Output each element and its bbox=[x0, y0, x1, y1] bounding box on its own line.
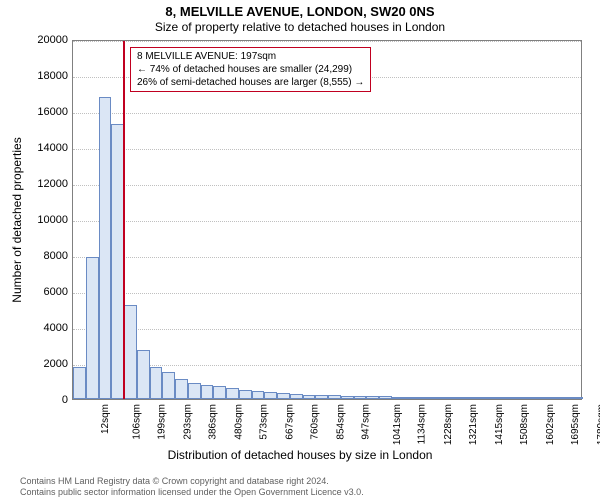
histogram-bar bbox=[366, 396, 379, 399]
histogram-bar bbox=[456, 397, 469, 399]
gridline bbox=[73, 221, 581, 222]
x-tick-label: 1789sqm bbox=[596, 404, 600, 445]
gridline bbox=[73, 257, 581, 258]
histogram-bar bbox=[201, 385, 214, 399]
x-axis-title: Distribution of detached houses by size … bbox=[0, 448, 600, 462]
chart-title: 8, MELVILLE AVENUE, LONDON, SW20 0NS bbox=[0, 4, 600, 19]
gridline bbox=[73, 149, 581, 150]
x-tick-label: 12sqm bbox=[100, 404, 111, 434]
x-tick-label: 1228sqm bbox=[443, 404, 454, 445]
annotation-line3: 26% of semi-detached houses are larger (… bbox=[137, 76, 364, 89]
x-tick-label: 1602sqm bbox=[545, 404, 556, 445]
x-tick-label: 1508sqm bbox=[519, 404, 530, 445]
x-tick-label: 199sqm bbox=[157, 404, 168, 440]
reference-line bbox=[123, 41, 125, 399]
x-tick-label: 947sqm bbox=[361, 404, 372, 440]
x-tick-label: 760sqm bbox=[310, 404, 321, 440]
y-tick-label: 18000 bbox=[28, 70, 68, 82]
x-tick-label: 1415sqm bbox=[494, 404, 505, 445]
annotation-line1: 8 MELVILLE AVENUE: 197sqm bbox=[137, 50, 364, 63]
histogram-bar bbox=[354, 396, 367, 399]
histogram-bar bbox=[277, 393, 290, 399]
histogram-bar bbox=[239, 390, 252, 399]
histogram-bar bbox=[405, 397, 418, 399]
histogram-bar bbox=[519, 397, 532, 399]
gridline bbox=[73, 41, 581, 42]
y-tick-label: 12000 bbox=[28, 178, 68, 190]
y-tick-label: 20000 bbox=[28, 34, 68, 46]
histogram-bar bbox=[494, 397, 507, 399]
histogram-bar bbox=[481, 397, 494, 399]
attribution: Contains HM Land Registry data © Crown c… bbox=[20, 476, 364, 498]
x-tick-label: 1321sqm bbox=[468, 404, 479, 445]
y-tick-label: 0 bbox=[28, 394, 68, 406]
gridline bbox=[73, 185, 581, 186]
histogram-bar bbox=[290, 394, 303, 399]
histogram-bar bbox=[150, 367, 163, 399]
histogram-bar bbox=[137, 350, 150, 399]
histogram-bar bbox=[379, 396, 392, 399]
attribution-line1: Contains HM Land Registry data © Crown c… bbox=[20, 476, 364, 487]
x-tick-label: 667sqm bbox=[284, 404, 295, 440]
histogram-bar bbox=[328, 395, 341, 399]
gridline bbox=[73, 329, 581, 330]
histogram-bar bbox=[507, 397, 520, 399]
y-tick-label: 10000 bbox=[28, 214, 68, 226]
histogram-bar bbox=[86, 257, 99, 399]
x-tick-label: 386sqm bbox=[208, 404, 219, 440]
histogram-bar bbox=[303, 395, 316, 400]
histogram-bar bbox=[175, 379, 188, 399]
histogram-bar bbox=[443, 397, 456, 399]
chart-container: 8, MELVILLE AVENUE, LONDON, SW20 0NS Siz… bbox=[0, 0, 600, 500]
x-tick-label: 1041sqm bbox=[392, 404, 403, 445]
histogram-bar bbox=[417, 397, 430, 399]
histogram-bar bbox=[162, 372, 175, 399]
histogram-bar bbox=[341, 396, 354, 399]
y-tick-label: 6000 bbox=[28, 286, 68, 298]
histogram-bar bbox=[188, 383, 201, 399]
histogram-bar bbox=[99, 97, 112, 399]
x-tick-label: 573sqm bbox=[259, 404, 270, 440]
x-tick-label: 1134sqm bbox=[416, 404, 427, 444]
x-tick-label: 293sqm bbox=[182, 404, 193, 440]
x-tick-label: 1695sqm bbox=[570, 404, 581, 445]
histogram-bar bbox=[226, 388, 239, 399]
y-tick-label: 4000 bbox=[28, 322, 68, 334]
y-tick-label: 16000 bbox=[28, 106, 68, 118]
chart-subtitle: Size of property relative to detached ho… bbox=[0, 20, 600, 34]
histogram-bar bbox=[73, 367, 86, 399]
attribution-line2: Contains public sector information licen… bbox=[20, 487, 364, 498]
y-tick-label: 8000 bbox=[28, 250, 68, 262]
y-tick-label: 2000 bbox=[28, 358, 68, 370]
x-tick-label: 480sqm bbox=[233, 404, 244, 440]
annotation-box: 8 MELVILLE AVENUE: 197sqm ← 74% of detac… bbox=[130, 47, 371, 92]
histogram-bar bbox=[392, 397, 405, 399]
histogram-bar bbox=[468, 397, 481, 399]
histogram-bar bbox=[545, 397, 558, 399]
gridline bbox=[73, 293, 581, 294]
histogram-bar bbox=[124, 305, 137, 399]
histogram-bar bbox=[315, 395, 328, 399]
histogram-bar bbox=[213, 386, 226, 399]
x-tick-label: 854sqm bbox=[335, 404, 346, 440]
annotation-line2: ← 74% of detached houses are smaller (24… bbox=[137, 63, 364, 76]
histogram-bar bbox=[430, 397, 443, 399]
histogram-bar bbox=[252, 391, 265, 399]
histogram-bar bbox=[570, 397, 583, 399]
histogram-bar bbox=[264, 392, 277, 399]
x-tick-label: 106sqm bbox=[131, 404, 142, 440]
y-axis-title: Number of detached properties bbox=[10, 137, 24, 302]
plot-area: 8 MELVILLE AVENUE: 197sqm ← 74% of detac… bbox=[72, 40, 582, 400]
histogram-bar bbox=[558, 397, 571, 399]
histogram-bar bbox=[532, 397, 545, 399]
gridline bbox=[73, 113, 581, 114]
y-tick-label: 14000 bbox=[28, 142, 68, 154]
